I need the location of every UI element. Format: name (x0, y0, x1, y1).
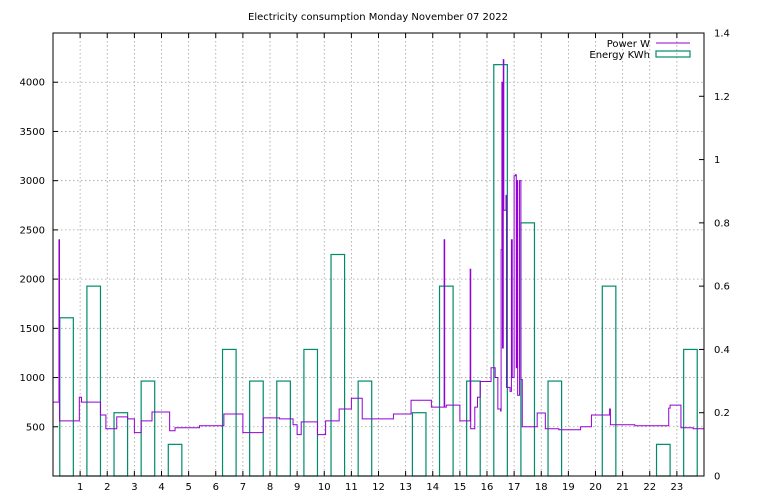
legend-swatch-energy (655, 50, 691, 58)
x-tick-label: 17 (508, 482, 521, 493)
energy-bar (601, 285, 617, 477)
energy-bar (303, 348, 319, 477)
energy-bar (59, 317, 74, 477)
y-right-tick-label: 0.8 (714, 218, 730, 229)
x-tick-label: 2 (104, 482, 110, 493)
x-tick-label: 13 (399, 482, 412, 493)
y-left-tick-label: 1500 (20, 324, 45, 335)
x-tick-label: 1 (77, 482, 83, 493)
x-tick-label: 11 (345, 482, 358, 493)
x-tick-label: 14 (426, 482, 439, 493)
x-tick-label: 6 (213, 482, 219, 493)
chart-title: Electricity consumption Monday November … (248, 12, 508, 23)
x-tick-label: 19 (562, 482, 575, 493)
energy-bar (140, 380, 156, 477)
y-right-tick-label: 0.6 (714, 282, 730, 293)
x-tick-label: 16 (481, 482, 494, 493)
energy-bar (221, 348, 237, 477)
energy-bar (520, 222, 536, 477)
x-tick-label: 4 (158, 482, 164, 493)
power-line (53, 59, 705, 436)
y-left-tick-label: 500 (26, 422, 45, 433)
axis-ticks: 1 2 3 4 5 6 7 8 9 10 11 12 13 14 15 16 17 18 19 20 21 22 23500… (20, 29, 730, 494)
energy-bar (357, 380, 373, 477)
energy-bar (438, 285, 454, 477)
y-right-tick-label: 0 (714, 472, 720, 483)
y-left-tick-label: 1000 (20, 373, 45, 384)
legend-label-power: Power W (607, 39, 650, 50)
y-left-tick-label: 4000 (20, 78, 45, 89)
y-right-tick-label: 1 (714, 155, 720, 166)
x-tick-label: 10 (318, 482, 331, 493)
x-tick-label: 15 (454, 482, 467, 493)
grid (53, 33, 704, 476)
x-tick-label: 18 (535, 482, 548, 493)
legend-label-energy: Energy KWh (589, 50, 650, 61)
energy-bar (411, 412, 427, 477)
x-tick-label: 7 (240, 482, 246, 493)
y-left-tick-label: 3000 (20, 176, 45, 187)
y-left-tick-label: 3500 (20, 127, 45, 138)
y-right-tick-label: 1.2 (714, 92, 730, 103)
power-line-group (53, 59, 705, 436)
x-tick-label: 22 (643, 482, 656, 493)
plot-frame (52, 32, 705, 477)
x-tick-label: 9 (294, 482, 300, 493)
y-right-tick-label: 0.4 (714, 345, 730, 356)
y-left-tick-label: 2500 (20, 225, 45, 236)
energy-bar (276, 380, 291, 477)
energy-bar (167, 443, 183, 477)
x-tick-label: 21 (616, 482, 629, 493)
energy-bar (683, 348, 698, 477)
x-tick-label: 5 (185, 482, 191, 493)
energy-bar (655, 443, 671, 477)
x-tick-label: 20 (589, 482, 602, 493)
x-tick-label: 12 (372, 482, 385, 493)
y-left-tick-label: 2000 (20, 275, 45, 286)
x-tick-label: 8 (267, 482, 273, 493)
x-tick-label: 23 (671, 482, 684, 493)
x-tick-label: 3 (131, 482, 137, 493)
energy-bar (493, 64, 508, 477)
energy-bar (113, 412, 129, 477)
y-right-tick-label: 0.2 (714, 408, 730, 419)
energy-bar (86, 285, 102, 477)
y-right-tick-label: 1.4 (714, 29, 730, 40)
energy-bar (249, 380, 264, 477)
energy-bar (330, 253, 346, 477)
legend: Power W Energy KWh (589, 39, 691, 61)
